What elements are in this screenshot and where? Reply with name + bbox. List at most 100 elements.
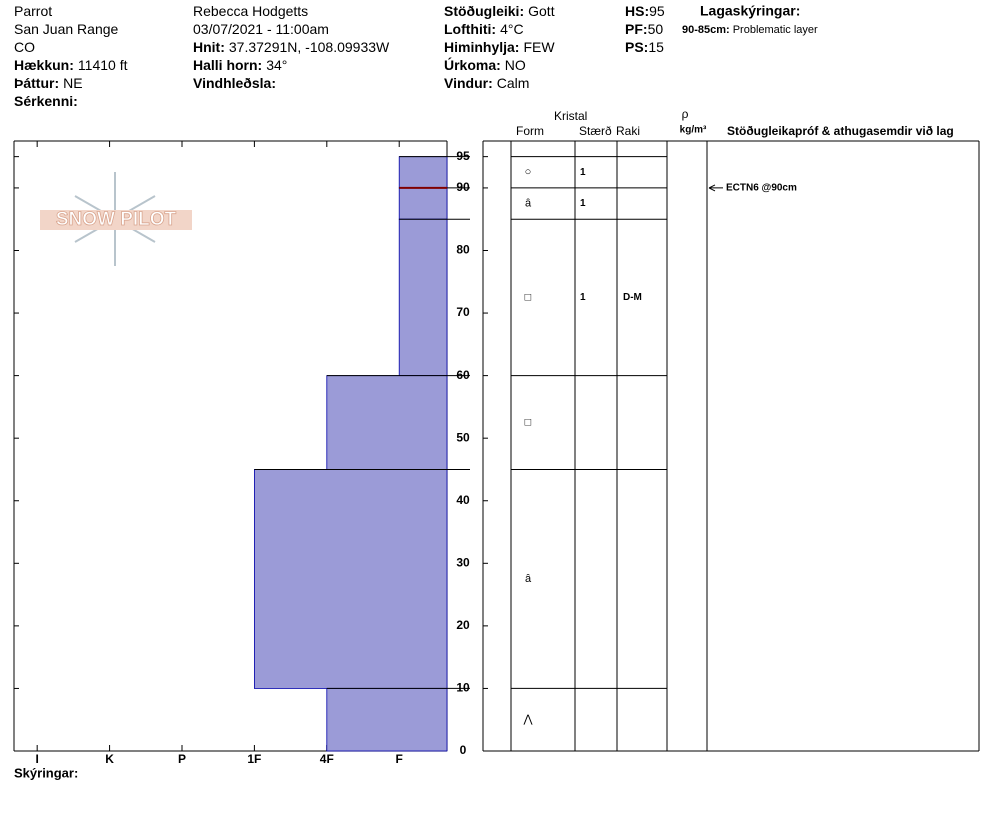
field-value: NE xyxy=(63,75,82,91)
test-label: ECTN6 @90cm xyxy=(726,183,797,194)
field-label: Himinhylja: xyxy=(444,39,519,55)
table-frame xyxy=(13,140,980,752)
y-tick-label: 40 xyxy=(456,493,470,507)
field-value: 11410 ft xyxy=(78,57,128,73)
grain-form: ȃ xyxy=(525,197,532,209)
hardness-bar xyxy=(253,469,448,689)
header-field: Vindur: Calm xyxy=(444,75,529,91)
header-field: Halli horn: 34° xyxy=(193,57,287,73)
header-field: Himinhylja: FEW xyxy=(444,39,555,55)
y-tick-label: 70 xyxy=(456,305,470,319)
x-tick-label: I xyxy=(35,752,38,766)
layer-note: 90-85cm: Problematic layer xyxy=(682,24,818,36)
field-value: FEW xyxy=(523,39,555,55)
header-field: 03/07/2021 - 11:00am xyxy=(193,21,329,37)
logo xyxy=(40,172,192,266)
header-text: Rebecca Hodgetts xyxy=(193,3,308,19)
grain-size: 1 xyxy=(580,292,586,303)
x-tick-label: K xyxy=(105,752,114,766)
field-label: Stöðugleiki: xyxy=(444,3,524,19)
header-field: Parrot xyxy=(14,3,52,19)
header-field: Úrkoma: NO xyxy=(444,56,526,73)
header-field: PS:15 xyxy=(625,39,664,55)
header-field: San Juan Range xyxy=(14,21,119,37)
x-tick-label: F xyxy=(396,752,403,766)
col-header: Form xyxy=(516,124,544,138)
col-header: kg/m³ xyxy=(680,125,707,136)
y-tick-label: 30 xyxy=(456,555,470,569)
col-header: ρ xyxy=(682,107,689,121)
moisture: D-M xyxy=(623,292,642,303)
header-field: Sérkenni: xyxy=(14,93,78,109)
col-header: Raki xyxy=(616,124,640,138)
field-value: Gott xyxy=(528,3,555,19)
y-tick-label: 60 xyxy=(456,368,470,382)
grain-form: ȃ xyxy=(525,573,532,585)
field-label: Sérkenni: xyxy=(14,93,78,109)
field-label: Vindur: xyxy=(444,75,493,91)
y-tick-label: 80 xyxy=(456,243,470,257)
header-field: Vindhleðsla: xyxy=(193,75,276,91)
header-field: HS:95 xyxy=(625,3,665,19)
x-tick-label: P xyxy=(178,752,186,766)
grain-form: □ xyxy=(525,291,532,303)
field-value: 50 xyxy=(648,21,664,37)
header-field: Hækkun: 11410 ft xyxy=(14,57,128,73)
y-tick-label: 0 xyxy=(460,743,467,757)
header-field: PF:50 xyxy=(625,21,663,37)
y-tick-label: 10 xyxy=(456,681,470,695)
field-label: Hnit: xyxy=(193,39,225,55)
field-label: Lofthiti: xyxy=(444,21,496,37)
field-value: 15 xyxy=(648,39,664,55)
legend-title: Skýringar: xyxy=(14,765,78,780)
field-value: 4°C xyxy=(500,21,524,37)
header-field: Rebecca Hodgetts xyxy=(193,3,308,19)
field-label: PF: xyxy=(625,21,648,37)
hardness-bar xyxy=(398,218,448,377)
col-header: Kristal xyxy=(554,109,587,123)
header-text: San Juan Range xyxy=(14,21,119,37)
header-text: Parrot xyxy=(14,3,52,19)
field-label: Úrkoma: xyxy=(444,56,501,73)
hardness-bar xyxy=(326,375,448,470)
grain-form: ⋀ xyxy=(522,714,533,726)
header-field: Lofthiti: 4°C xyxy=(444,21,524,37)
header-text: 03/07/2021 - 11:00am xyxy=(193,21,329,37)
header-field: CO xyxy=(14,39,35,55)
y-tick-label: 95 xyxy=(456,149,470,163)
field-value: Calm xyxy=(497,75,530,91)
grain-size: 1 xyxy=(580,198,586,209)
hardness-bar xyxy=(398,187,448,220)
test-arrow xyxy=(708,184,723,192)
y-tick-label: 50 xyxy=(456,430,470,444)
col-header: Stærð xyxy=(579,124,612,138)
header-field: Hnit: 37.37291N, -108.09933W xyxy=(193,39,390,55)
x-tick-label: 4F xyxy=(320,752,334,766)
grain-form: ○ xyxy=(525,166,532,178)
grain-size: 1 xyxy=(580,167,586,178)
layer-notes-title: Lagaskýringar: xyxy=(700,3,800,19)
field-value: 34° xyxy=(266,57,287,73)
y-tick-label: 20 xyxy=(456,618,470,632)
field-label: PS: xyxy=(625,39,648,55)
hardness-bar xyxy=(326,688,448,752)
field-label: Halli horn: xyxy=(193,57,262,73)
col-header: Stöðugleikapróf & athugasemdir við lag xyxy=(727,124,954,138)
x-tick-label: 1F xyxy=(247,752,261,766)
hardness-bar xyxy=(398,156,448,189)
note-label: 90-85cm: xyxy=(682,24,730,36)
header-field: Þáttur: NE xyxy=(14,75,83,91)
y-tick-label: 90 xyxy=(456,180,470,194)
field-value: 37.37291N, -108.09933W xyxy=(229,39,390,55)
field-value: NO xyxy=(505,57,526,73)
field-label: Þáttur: xyxy=(14,75,59,91)
grain-form: □ xyxy=(525,416,532,428)
header-text: CO xyxy=(14,39,35,55)
note-text: Problematic layer xyxy=(733,24,818,36)
field-value: 95 xyxy=(649,3,665,19)
field-label: Hækkun: xyxy=(14,57,74,73)
field-label: HS: xyxy=(625,3,649,19)
header-field: Stöðugleiki: Gott xyxy=(444,3,555,19)
logo-text: SNOW PILOT xyxy=(56,209,177,230)
